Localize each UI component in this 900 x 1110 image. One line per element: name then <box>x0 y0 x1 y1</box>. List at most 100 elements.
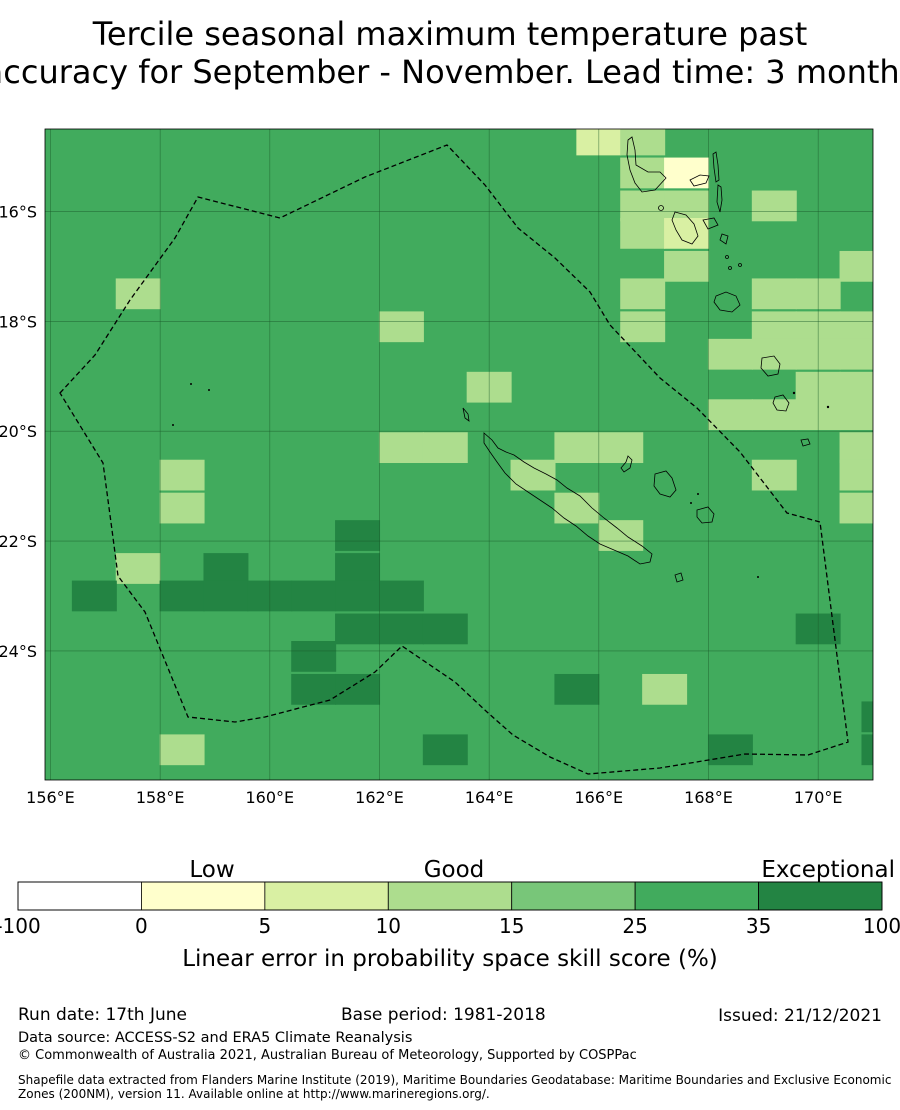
small-islets <box>172 205 830 578</box>
lon-label-7: 170°E <box>794 788 843 807</box>
skill-cell-46 <box>203 553 249 584</box>
vanuatu-epi <box>719 233 729 245</box>
colorbar-swatch-2 <box>264 881 389 911</box>
colorbar-label: Linear error in probability space skill … <box>182 946 718 972</box>
colorbar-frame <box>17 881 883 911</box>
skill-cell-42 <box>839 492 873 524</box>
vanuatu-tanna <box>772 394 790 412</box>
skill-cell-30 <box>839 399 873 431</box>
skill-cell-3 <box>664 157 710 189</box>
data-source: Data source: ACCESS-S2 and ERA5 Climate … <box>18 1030 413 1046</box>
shapefile-credit-line-2: Zones (200NM), version 11. Available onl… <box>18 1087 490 1101</box>
lon-label-3: 162°E <box>355 788 404 807</box>
colorbar <box>17 881 883 911</box>
skill-cell-20 <box>707 338 753 370</box>
colorbar-tick-7: 100 <box>863 914 900 938</box>
lon-label-4: 164°E <box>465 788 514 807</box>
skill-cell-28 <box>751 399 797 431</box>
vanuatu-aneityum <box>800 438 811 447</box>
lat-label-3: 22°S <box>0 532 37 551</box>
skill-cell-16 <box>378 311 424 343</box>
skill-cell-34 <box>598 432 644 464</box>
colorbar-tick-6: 35 <box>746 914 771 938</box>
lat-label-1: 18°S <box>0 312 37 331</box>
colorbar-tick-0: -100 <box>0 914 41 938</box>
skill-cell-39 <box>839 459 873 491</box>
skill-cell-43 <box>335 520 381 551</box>
skill-cell-56 <box>378 613 424 645</box>
skill-cell-26 <box>839 371 873 403</box>
colorbar-swatch-5 <box>634 881 759 911</box>
skill-cell-9 <box>664 250 710 282</box>
skill-cell-13 <box>751 278 797 310</box>
lat-label-2: 20°S <box>0 422 37 441</box>
skill-cell-38 <box>751 459 797 491</box>
skill-cell-60 <box>291 673 337 705</box>
longitude-labels: 156°E 158°E 160°E 162°E 164°E 166°E 168°E 170°E <box>26 788 842 807</box>
skill-cell-36 <box>159 459 205 491</box>
eez-boundary <box>59 144 849 775</box>
lat-label-0: 16°S <box>0 202 37 221</box>
skill-cell-6 <box>751 190 797 222</box>
copyright: © Commonwealth of Australia 2021, Austra… <box>18 1048 637 1063</box>
skill-cell-4 <box>620 190 666 222</box>
lat-label-4: 24°S <box>0 642 37 661</box>
colorbar-tick-3: 10 <box>376 914 401 938</box>
skill-cell-52 <box>291 580 337 612</box>
lon-label-0: 156°E <box>26 788 75 807</box>
vanuatu-maewo <box>712 151 720 183</box>
colorbar-tick-4: 15 <box>499 914 524 938</box>
map-title-line-1: Tercile seasonal maximum temperature pas… <box>92 15 808 53</box>
isle-of-pines <box>674 572 684 583</box>
skill-cell-64 <box>861 701 873 733</box>
skill-cell-23 <box>839 338 873 370</box>
skill-cell-2 <box>620 157 666 189</box>
skill-cell-11 <box>115 278 161 310</box>
vanuatu-malakula <box>671 211 699 245</box>
base-period: Base period: 1981-2018 <box>341 1005 546 1025</box>
skill-cell-59 <box>291 641 337 672</box>
colorbar-category-exceptional: Exceptional <box>761 857 895 883</box>
colorbar-category-low: Low <box>189 857 234 883</box>
skill-cell-19 <box>839 311 873 343</box>
shapefile-credit-line-1: Shapefile data extracted from Flanders M… <box>18 1073 892 1087</box>
colorbar-category-good: Good <box>424 857 485 883</box>
skill-cell-15 <box>620 311 666 343</box>
skill-cell-27 <box>707 399 753 431</box>
lon-label-2: 160°E <box>245 788 294 807</box>
lon-label-5: 166°E <box>574 788 623 807</box>
run-date: Run date: 17th June <box>18 1005 187 1025</box>
colorbar-tick-labels: -100 0 5 10 15 25 35 100 <box>0 914 900 938</box>
skill-cell-35 <box>839 432 873 464</box>
vanuatu-ambae <box>689 174 710 187</box>
skill-cell-5 <box>664 190 710 222</box>
colorbar-tick-1: 0 <box>135 914 148 938</box>
skill-cell-54 <box>378 580 424 612</box>
new-caledonia-island <box>483 432 653 565</box>
skill-cell-10 <box>839 250 873 282</box>
vanuatu-pentecost <box>716 184 723 213</box>
skill-cell-67 <box>707 734 753 766</box>
latitude-labels: 16°S 18°S 20°S 22°S 24°S <box>0 202 37 660</box>
vanuatu-efate <box>713 291 741 313</box>
skill-cell-33 <box>554 432 600 464</box>
colorbar-swatch-3 <box>387 881 513 911</box>
skill-cell-40 <box>159 492 205 524</box>
skill-cell-65 <box>159 734 205 766</box>
colorbar-swatch-1 <box>141 881 266 911</box>
colorbar-swatch-4 <box>511 881 636 911</box>
lon-label-1: 158°E <box>136 788 185 807</box>
issued-date: Issued: 21/12/2021 <box>718 1006 882 1026</box>
skill-cell-62 <box>554 673 600 705</box>
skill-cell-49 <box>159 580 205 612</box>
graticule <box>45 129 873 780</box>
skill-cell-44 <box>598 520 644 551</box>
colorbar-swatch-0 <box>17 881 142 911</box>
skill-cell-53 <box>335 580 381 612</box>
vanuatu-erromango <box>760 355 781 377</box>
skill-cell-32 <box>422 432 468 464</box>
lon-label-6: 168°E <box>684 788 733 807</box>
skill-cell-55 <box>335 613 381 645</box>
map-title-line-2: accuracy for September - November. Lead … <box>0 53 900 91</box>
